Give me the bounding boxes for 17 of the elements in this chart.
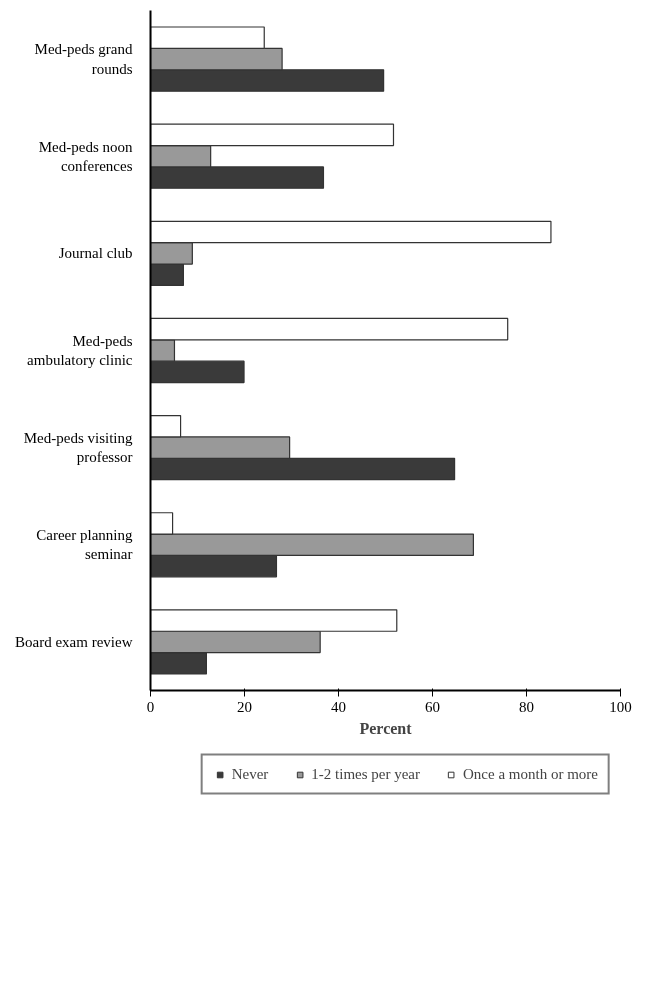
y-tick-label: Med-peds visiting professor [23, 430, 133, 466]
y-tick-label: Career planning seminar [36, 527, 133, 563]
y-tick-label: Med-peds noon conferences [38, 138, 133, 174]
legend-label: Never [231, 765, 269, 783]
x-tick-label: 100 [609, 698, 632, 715]
y-tick-label: Board exam review [15, 633, 133, 650]
x-tick-label: 20 [237, 698, 252, 715]
x-tick-label: 40 [331, 698, 346, 715]
x-tick-label: 60 [425, 698, 440, 715]
y-tick-label: Journal club [58, 245, 133, 262]
x-tick-label: 80 [519, 698, 534, 715]
x-tick-label: 0 [146, 698, 155, 715]
x-axis-title: Percent [359, 719, 413, 737]
legend-label: 1-2 times per year [311, 765, 421, 783]
y-tick-label: Med-peds ambulatory clinic [27, 332, 133, 369]
legend-label: Once a month or more [463, 765, 598, 783]
y-tick-label: Med-peds grand rounds [34, 41, 133, 77]
